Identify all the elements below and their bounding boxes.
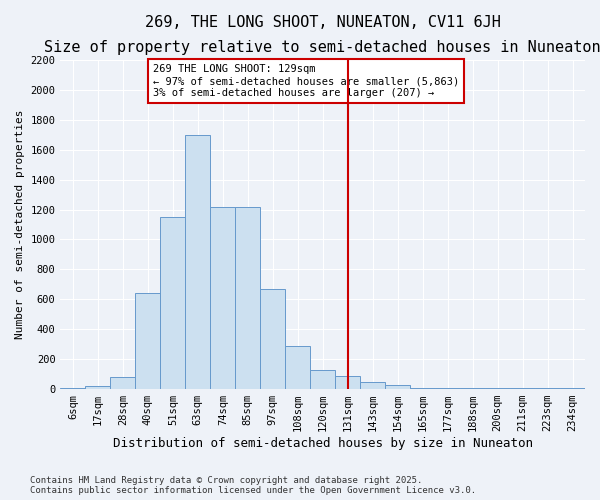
Bar: [185, 134, 210, 389]
Bar: [310, 370, 335, 389]
Bar: [410, 388, 435, 389]
Bar: [485, 388, 510, 389]
Text: 269 THE LONG SHOOT: 129sqm
← 97% of semi-detached houses are smaller (5,863)
3% : 269 THE LONG SHOOT: 129sqm ← 97% of semi…: [153, 64, 459, 98]
Bar: [435, 388, 460, 389]
Bar: [110, 377, 136, 389]
Bar: [210, 206, 235, 389]
Bar: [560, 388, 585, 389]
Bar: [360, 382, 385, 389]
Bar: [61, 388, 85, 389]
Y-axis label: Number of semi-detached properties: Number of semi-detached properties: [15, 110, 25, 340]
Bar: [335, 376, 360, 389]
Title: 269, THE LONG SHOOT, NUNEATON, CV11 6JH
Size of property relative to semi-detach: 269, THE LONG SHOOT, NUNEATON, CV11 6JH …: [44, 15, 600, 54]
Bar: [510, 388, 535, 389]
Bar: [385, 384, 410, 389]
Bar: [260, 289, 285, 389]
Bar: [460, 388, 485, 389]
Bar: [136, 294, 160, 389]
Bar: [235, 206, 260, 389]
Bar: [85, 386, 110, 389]
Bar: [535, 388, 560, 389]
Bar: [285, 346, 310, 389]
X-axis label: Distribution of semi-detached houses by size in Nuneaton: Distribution of semi-detached houses by …: [113, 437, 533, 450]
Bar: [160, 217, 185, 389]
Text: Contains HM Land Registry data © Crown copyright and database right 2025.
Contai: Contains HM Land Registry data © Crown c…: [30, 476, 476, 495]
